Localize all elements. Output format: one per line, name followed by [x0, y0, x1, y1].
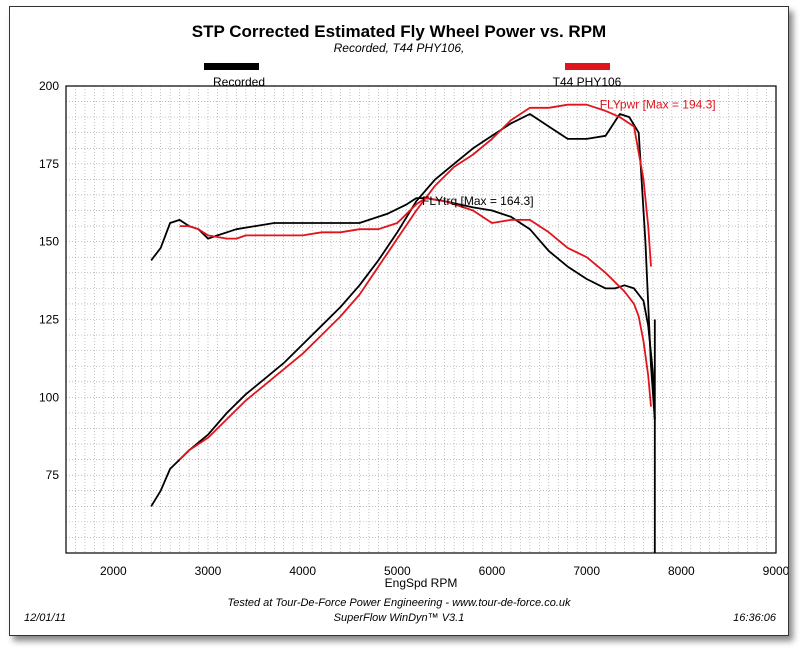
footer-software: SuperFlow WinDyn™ V3.1: [334, 612, 465, 624]
legend-swatch-t44: [565, 63, 610, 70]
footer-tested-by: Tested at Tour-De-Force Power Engineerin…: [228, 597, 571, 609]
y-tick-label: 75: [46, 468, 60, 482]
x-axis: 2000 3000 4000 5000 6000 7000 8000 9000: [100, 564, 788, 578]
y-tick-label: 125: [39, 313, 59, 327]
x-tick-label: 9000: [763, 564, 788, 578]
series-line-t44-flytrq: [179, 197, 652, 407]
y-tick-label: 175: [39, 157, 59, 171]
series-line-t44-flypwr: [178, 103, 652, 461]
series-line-recorded-flypwr: [150, 113, 656, 507]
plot-frame: [65, 85, 777, 554]
legend-label-t44: T44 PHY106: [553, 75, 622, 89]
chart-canvas: STP Corrected Estimated Fly Wheel Power …: [24, 22, 788, 624]
annotation-label: FLYtrq [Max = 164.3]: [422, 194, 534, 208]
annotations: FLYpwr [Max = 194.3] FLYtrq [Max = 164.3]: [422, 98, 716, 209]
annotation-label: FLYpwr [Max = 194.3]: [600, 98, 716, 112]
chart-subtitle: Recorded, T44 PHY106,: [334, 41, 465, 55]
grid-lines: [66, 86, 776, 553]
footer-date: 12/01/11: [24, 612, 66, 624]
series-lines: [150, 103, 656, 553]
x-tick-label: 4000: [289, 564, 316, 578]
y-tick-label: 100: [39, 390, 59, 404]
legend-label-recorded: Recorded: [213, 75, 265, 89]
y-tick-label: 200: [39, 79, 59, 93]
y-tick-label: 150: [39, 235, 59, 249]
chart-title: STP Corrected Estimated Fly Wheel Power …: [192, 22, 606, 41]
footer-time: 16:36:06: [733, 612, 777, 624]
x-tick-label: 2000: [100, 564, 127, 578]
x-axis-label: EngSpd RPM: [385, 576, 458, 590]
chart-sheet: STP Corrected Estimated Fly Wheel Power …: [9, 6, 789, 636]
x-tick-label: 5000: [384, 564, 411, 578]
x-tick-label: 3000: [195, 564, 222, 578]
x-tick-label: 7000: [573, 564, 600, 578]
y-axis: 75 100 125 150 175 200: [39, 79, 59, 482]
series-line-recorded-flytrq: [150, 197, 656, 420]
x-tick-label: 6000: [479, 564, 506, 578]
x-tick-label: 8000: [668, 564, 695, 578]
legend-swatch-recorded: [204, 63, 259, 70]
